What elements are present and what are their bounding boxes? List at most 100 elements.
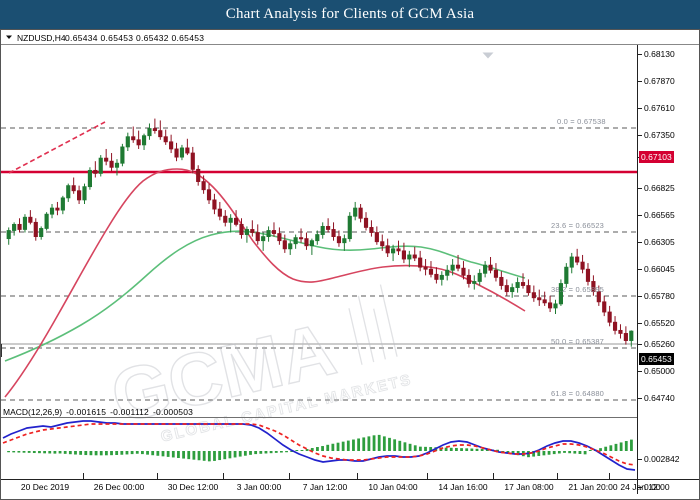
candle-body [396,248,401,252]
candle-body [493,269,499,278]
candle-body [17,223,22,230]
candle-body [239,223,244,235]
candle-body [77,190,82,201]
candlestick-series [6,118,634,347]
macd-histogram-bar [166,451,170,457]
macd-histogram-bar [48,451,52,454]
candle-body [358,207,363,219]
macd-histogram-bar [485,449,489,451]
macd-histogram-bar [274,451,278,453]
candle-body [28,216,33,223]
macd-histogram-bar [516,451,520,456]
candle-body [39,228,44,237]
price-axis-label: 0.66045 [644,264,675,274]
macd-histogram-bar [336,442,340,451]
price-axis[interactable]: 0.68130 0.67870 0.67610 0.67350 0.66825 0.665… [637,45,699,494]
candle-body [104,157,109,162]
moving-average-fast [4,168,526,398]
macd-pane[interactable] [1,419,637,479]
candle-body [596,291,601,303]
price-axis-tick [638,108,642,109]
macd-histogram-bar [300,450,304,451]
macd-header: MACD(12,26,9) -0.001615 -0.001112 -0.000503 [3,407,193,417]
time-axis-line [1,479,699,480]
candle-body [282,240,287,250]
candle-body [71,185,76,192]
candle-body [55,207,60,211]
macd-histogram-bar [79,451,83,455]
candle-body [542,299,547,304]
macd-histogram-bar [496,449,499,451]
candle-body [472,281,477,284]
macd-histogram-bar [89,451,93,456]
macd-histogram-bar [228,451,232,459]
macd-axis-max: 0.002842 [644,454,680,464]
macd-histogram-bar [377,434,381,451]
price-axis-tick [638,398,642,399]
macd-histogram-bar [74,451,77,455]
macd-histogram-bar [130,451,134,455]
candle-body [401,250,406,260]
collapse-arrow-icon[interactable] [482,46,494,59]
macd-histogram-bar [264,451,268,454]
macd-histogram-bar [563,451,566,453]
macd-histogram-bar [38,451,41,454]
price-axis-tick [638,296,642,297]
candle-body [347,215,352,240]
price-axis-label: 0.67350 [644,130,675,140]
chevron-down-icon[interactable] [4,32,14,42]
candle-body [12,223,17,231]
candle-body [320,226,325,235]
time-axis-label: 3 Jan 00:00 [236,482,282,492]
page-title: Chart Analysis for Clients of GCM Asia [225,6,475,22]
candle-body [326,226,331,230]
time-axis-tick [557,473,558,479]
macd-histogram-bar [177,451,180,459]
macd-histogram-bar [285,451,288,453]
macd-histogram-bar [382,436,386,451]
candle-body [477,272,482,282]
candle-body [109,160,114,168]
candle-body [374,232,379,243]
candle-body [331,229,336,238]
candle-body [602,301,607,313]
candle-body [629,330,634,341]
macd-histogram-bar [259,451,263,454]
candle-body [158,130,163,138]
price-axis-tick [638,215,642,216]
candle-body [439,274,444,280]
time-axis-tick [609,473,610,479]
candle-body [293,237,298,245]
time-axis-tick [357,473,358,479]
candle-body [206,189,212,201]
candle-body [445,269,450,276]
time-axis-label: 24 Jan 12:00 [620,482,670,492]
candle-body [612,321,618,331]
price-chart-pane[interactable]: 0.0 = 0.67538 23.6 = 0.66523 38.2 = 0.65… [1,45,637,417]
time-axis-tick [223,473,224,479]
macd-histogram-bar [249,451,252,455]
macd-histogram-bar [614,443,618,451]
candle-body [228,217,233,223]
macd-histogram-bar [218,451,222,461]
candle-body [87,169,92,188]
macd-histogram-bar [444,447,448,451]
candle-body [212,199,217,210]
macd-histogram-bar [32,451,36,454]
candle-body [33,221,38,238]
candle-body [82,186,87,201]
macd-histogram-bar [27,451,31,453]
candle-body [558,283,563,305]
trendline [8,121,106,174]
candle-body [391,248,396,254]
macd-histogram-bar [213,451,216,461]
time-axis-label: 14 Jan 16:00 [438,482,488,492]
macd-histogram-bar [388,437,391,451]
candle-body [461,267,466,276]
candle-body [271,230,277,234]
macd-histogram-bar [43,451,47,454]
candle-body [201,181,206,191]
macd-histogram-bar [547,451,551,455]
time-axis-label: 17 Jan 08:00 [504,482,554,492]
macd-histogram-bar [326,444,330,451]
